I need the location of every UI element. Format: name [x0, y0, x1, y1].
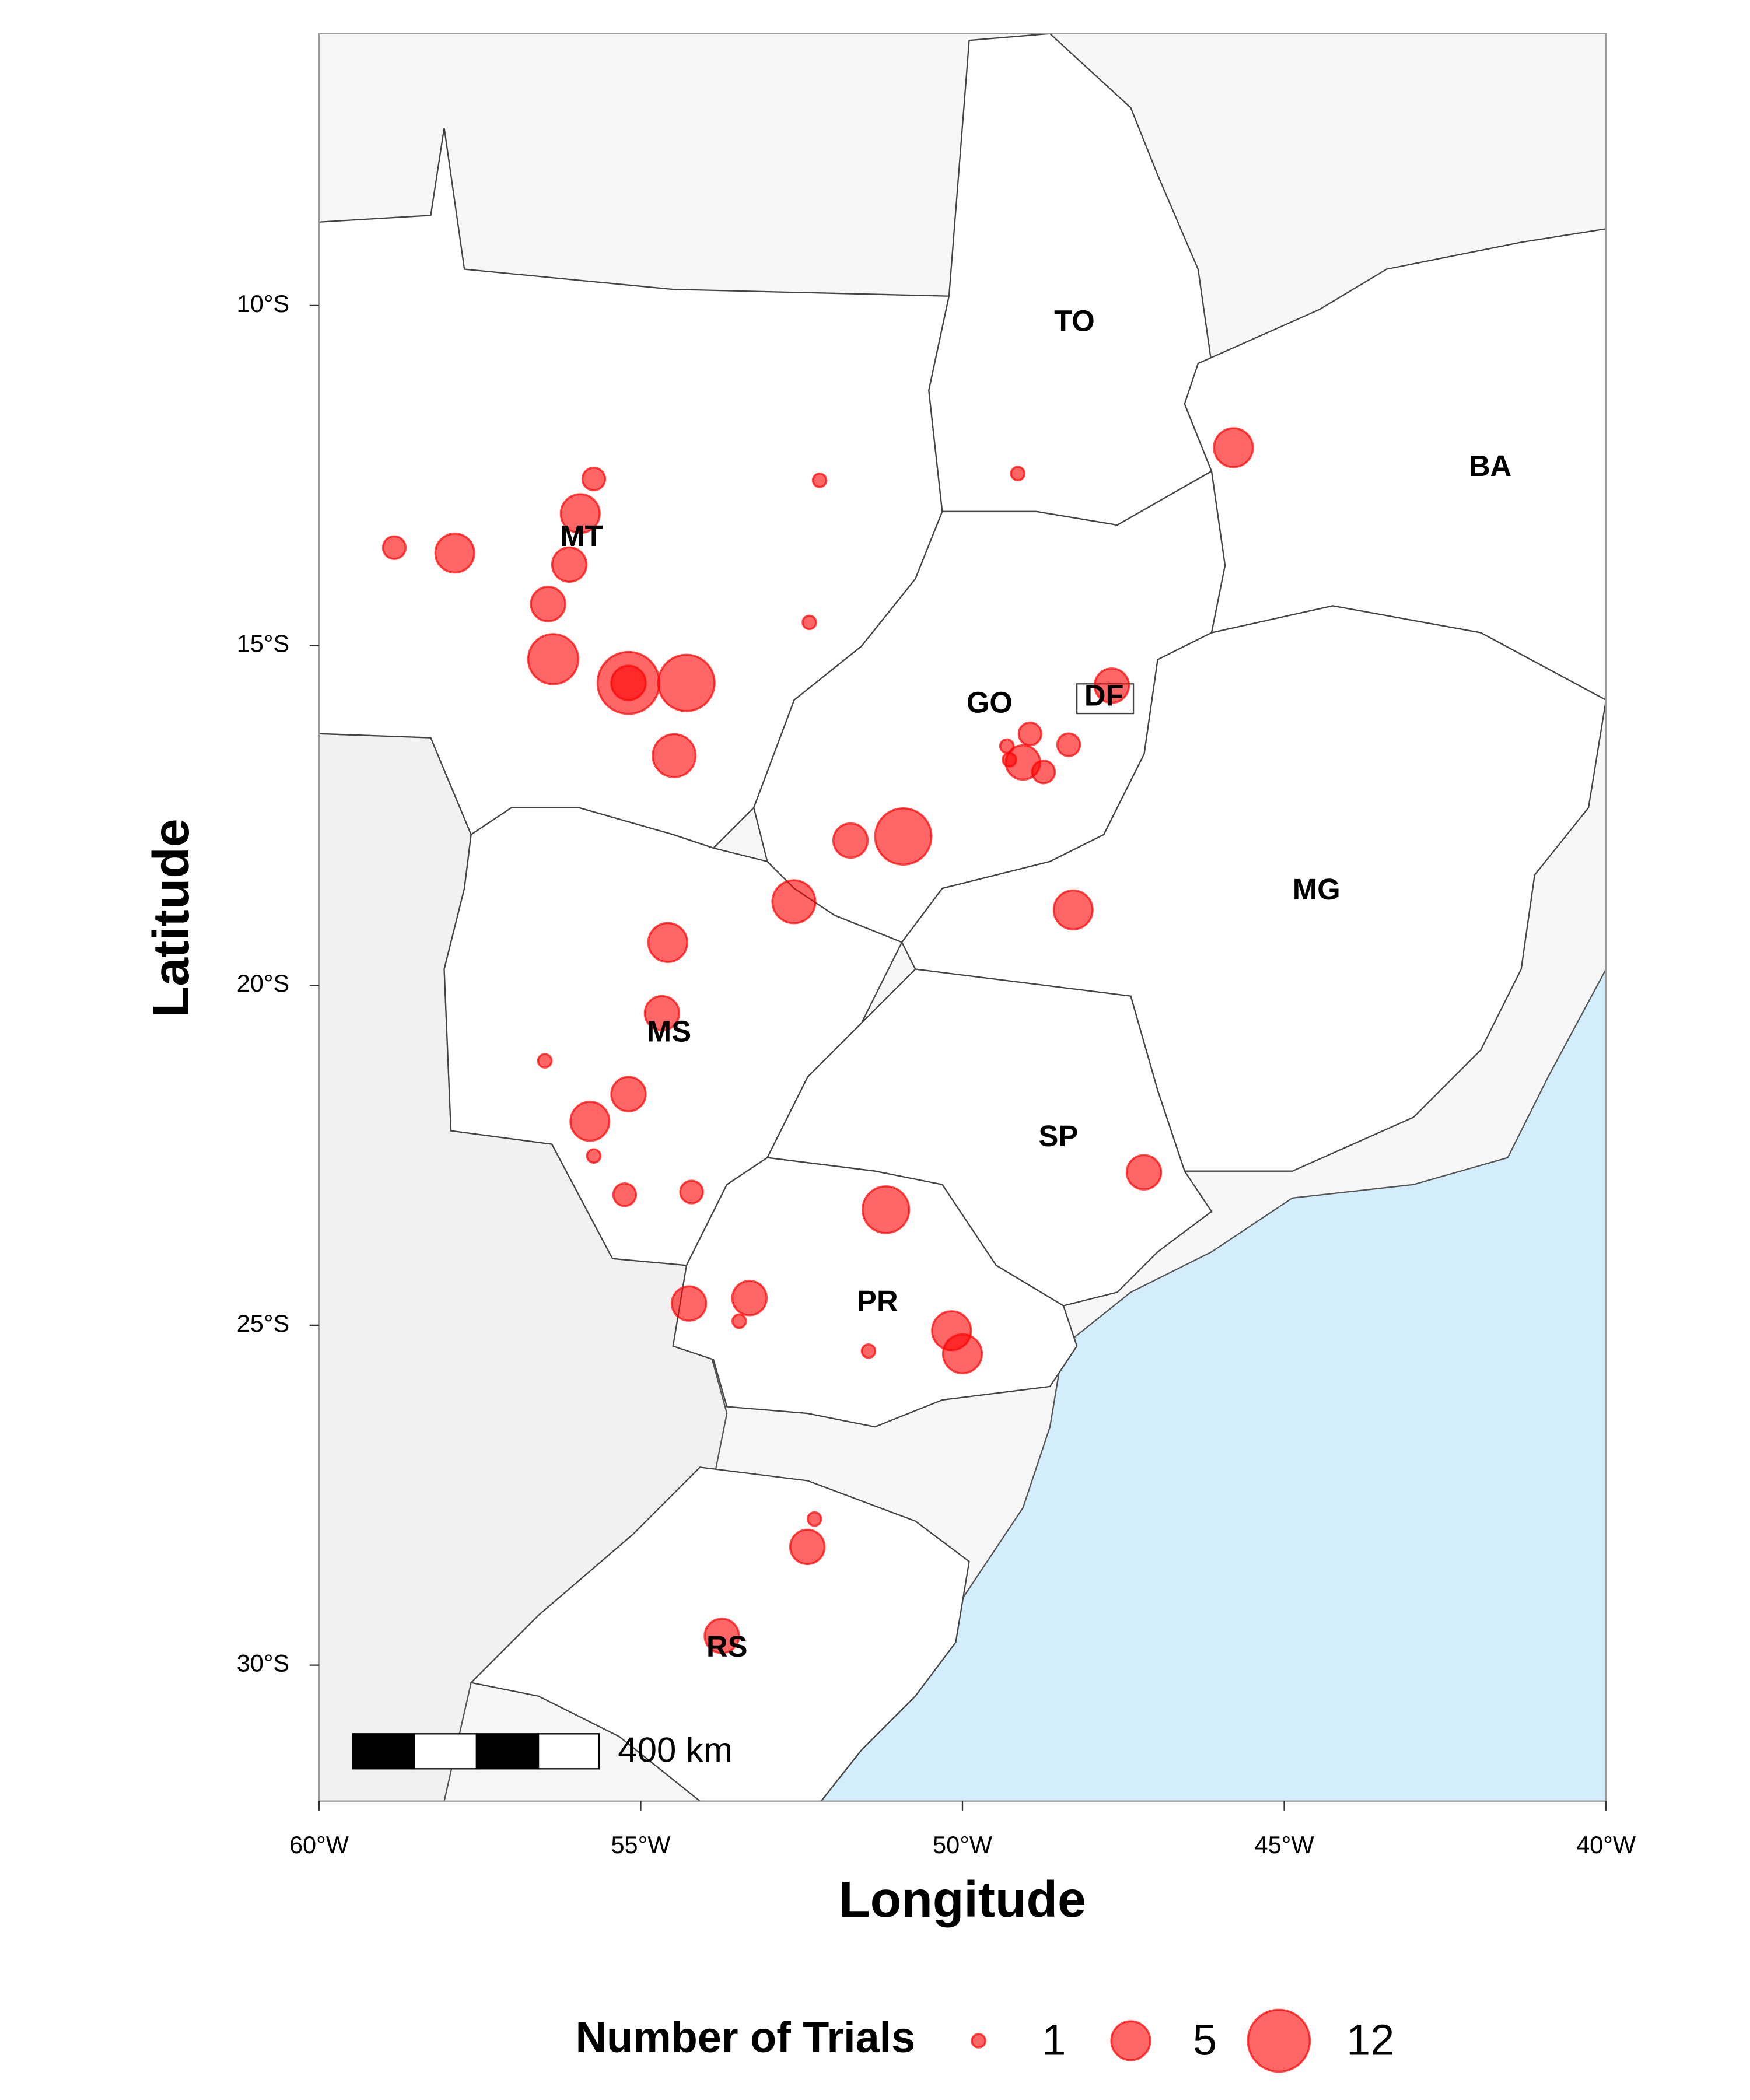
state-label: GO [967, 685, 1013, 719]
trial-site [671, 1285, 708, 1322]
state-label: MS [647, 1014, 691, 1048]
y-tick-label: 25°S [237, 1310, 289, 1337]
trial-site [610, 1076, 647, 1112]
scale-seg [537, 1733, 600, 1770]
trial-site [802, 614, 817, 631]
state-label: TO [1054, 304, 1095, 338]
y-tick-label: 10°S [237, 290, 289, 317]
trial-site [1093, 667, 1130, 704]
legend-key [971, 2033, 986, 2049]
state-label: BA [1469, 449, 1511, 482]
trial-site [527, 633, 580, 685]
state-label: RS [706, 1630, 748, 1663]
trial-site [942, 1333, 984, 1374]
scale-seg [352, 1733, 415, 1770]
state-label: PR [857, 1284, 898, 1318]
trial-site [551, 546, 588, 583]
state-label: MG [1293, 873, 1340, 906]
scale-bar: 400 km [352, 1730, 733, 1770]
y-tick-label: 30°S [237, 1650, 289, 1677]
trial-site [862, 1185, 911, 1234]
trial-site [874, 807, 933, 866]
trial-site [704, 1618, 740, 1654]
trial-site [807, 1511, 822, 1527]
trial-site [647, 922, 688, 963]
trial-site [581, 466, 607, 492]
trial-site [811, 473, 828, 488]
trial-site [789, 1528, 826, 1565]
x-tick-label: 40°W [1576, 1831, 1636, 1859]
basemap [318, 33, 1606, 1801]
legend-label: 12 [1346, 2016, 1394, 2064]
x-tick-label: 60°W [289, 1831, 349, 1859]
trial-site [530, 586, 566, 622]
x-axis-title: Longitude [839, 1871, 1086, 1928]
trial-site [1213, 427, 1254, 468]
trial-site [610, 664, 647, 701]
state-label: MT [560, 519, 603, 552]
trial-site [537, 1053, 553, 1069]
x-tick-label: 50°W [933, 1831, 993, 1859]
trial-site [832, 822, 869, 859]
scale-seg [414, 1733, 478, 1770]
trial-site [559, 493, 601, 534]
trial-site [586, 1148, 602, 1164]
y-axis-title: Latitude [142, 818, 200, 1017]
trial-site [860, 1343, 877, 1359]
trial-site [771, 879, 817, 925]
legend-key [1110, 2020, 1152, 2062]
trial-site [652, 733, 697, 778]
trial-site [731, 1280, 768, 1317]
trial-site [434, 533, 475, 574]
trial-site [1017, 721, 1042, 747]
trial-site [1052, 889, 1094, 930]
trial-site [1002, 752, 1017, 768]
scale-seg [475, 1733, 540, 1770]
trial-site [1125, 1154, 1163, 1191]
points-layer [382, 427, 1254, 1654]
labels-layer: TO BA MT GO DF MG MS SP PR RS [560, 304, 1511, 1664]
legend-label: 5 [1193, 2016, 1217, 2064]
trial-site [1031, 760, 1056, 785]
trial-site [657, 653, 716, 712]
state-label: SP [1039, 1119, 1079, 1153]
trial-site [612, 1182, 638, 1208]
scale-label: 400 km [618, 1730, 733, 1769]
y-tick-label: 20°S [237, 970, 289, 997]
legend-label: 1 [1042, 2016, 1066, 2064]
trial-site [731, 1313, 747, 1329]
state-label: DF [1084, 679, 1124, 712]
trial-site [1010, 466, 1026, 481]
trial-site [569, 1101, 611, 1142]
x-tick-label: 55°W [611, 1831, 671, 1859]
legend-key [1247, 2008, 1311, 2073]
trial-site [1056, 732, 1082, 757]
trial-site [643, 995, 681, 1032]
y-tick-label: 15°S [237, 630, 289, 657]
trial-site [382, 535, 407, 560]
trial-site [679, 1180, 704, 1205]
legend-title: Number of Trials [576, 2013, 916, 2062]
x-tick-label: 45°W [1255, 1831, 1315, 1859]
